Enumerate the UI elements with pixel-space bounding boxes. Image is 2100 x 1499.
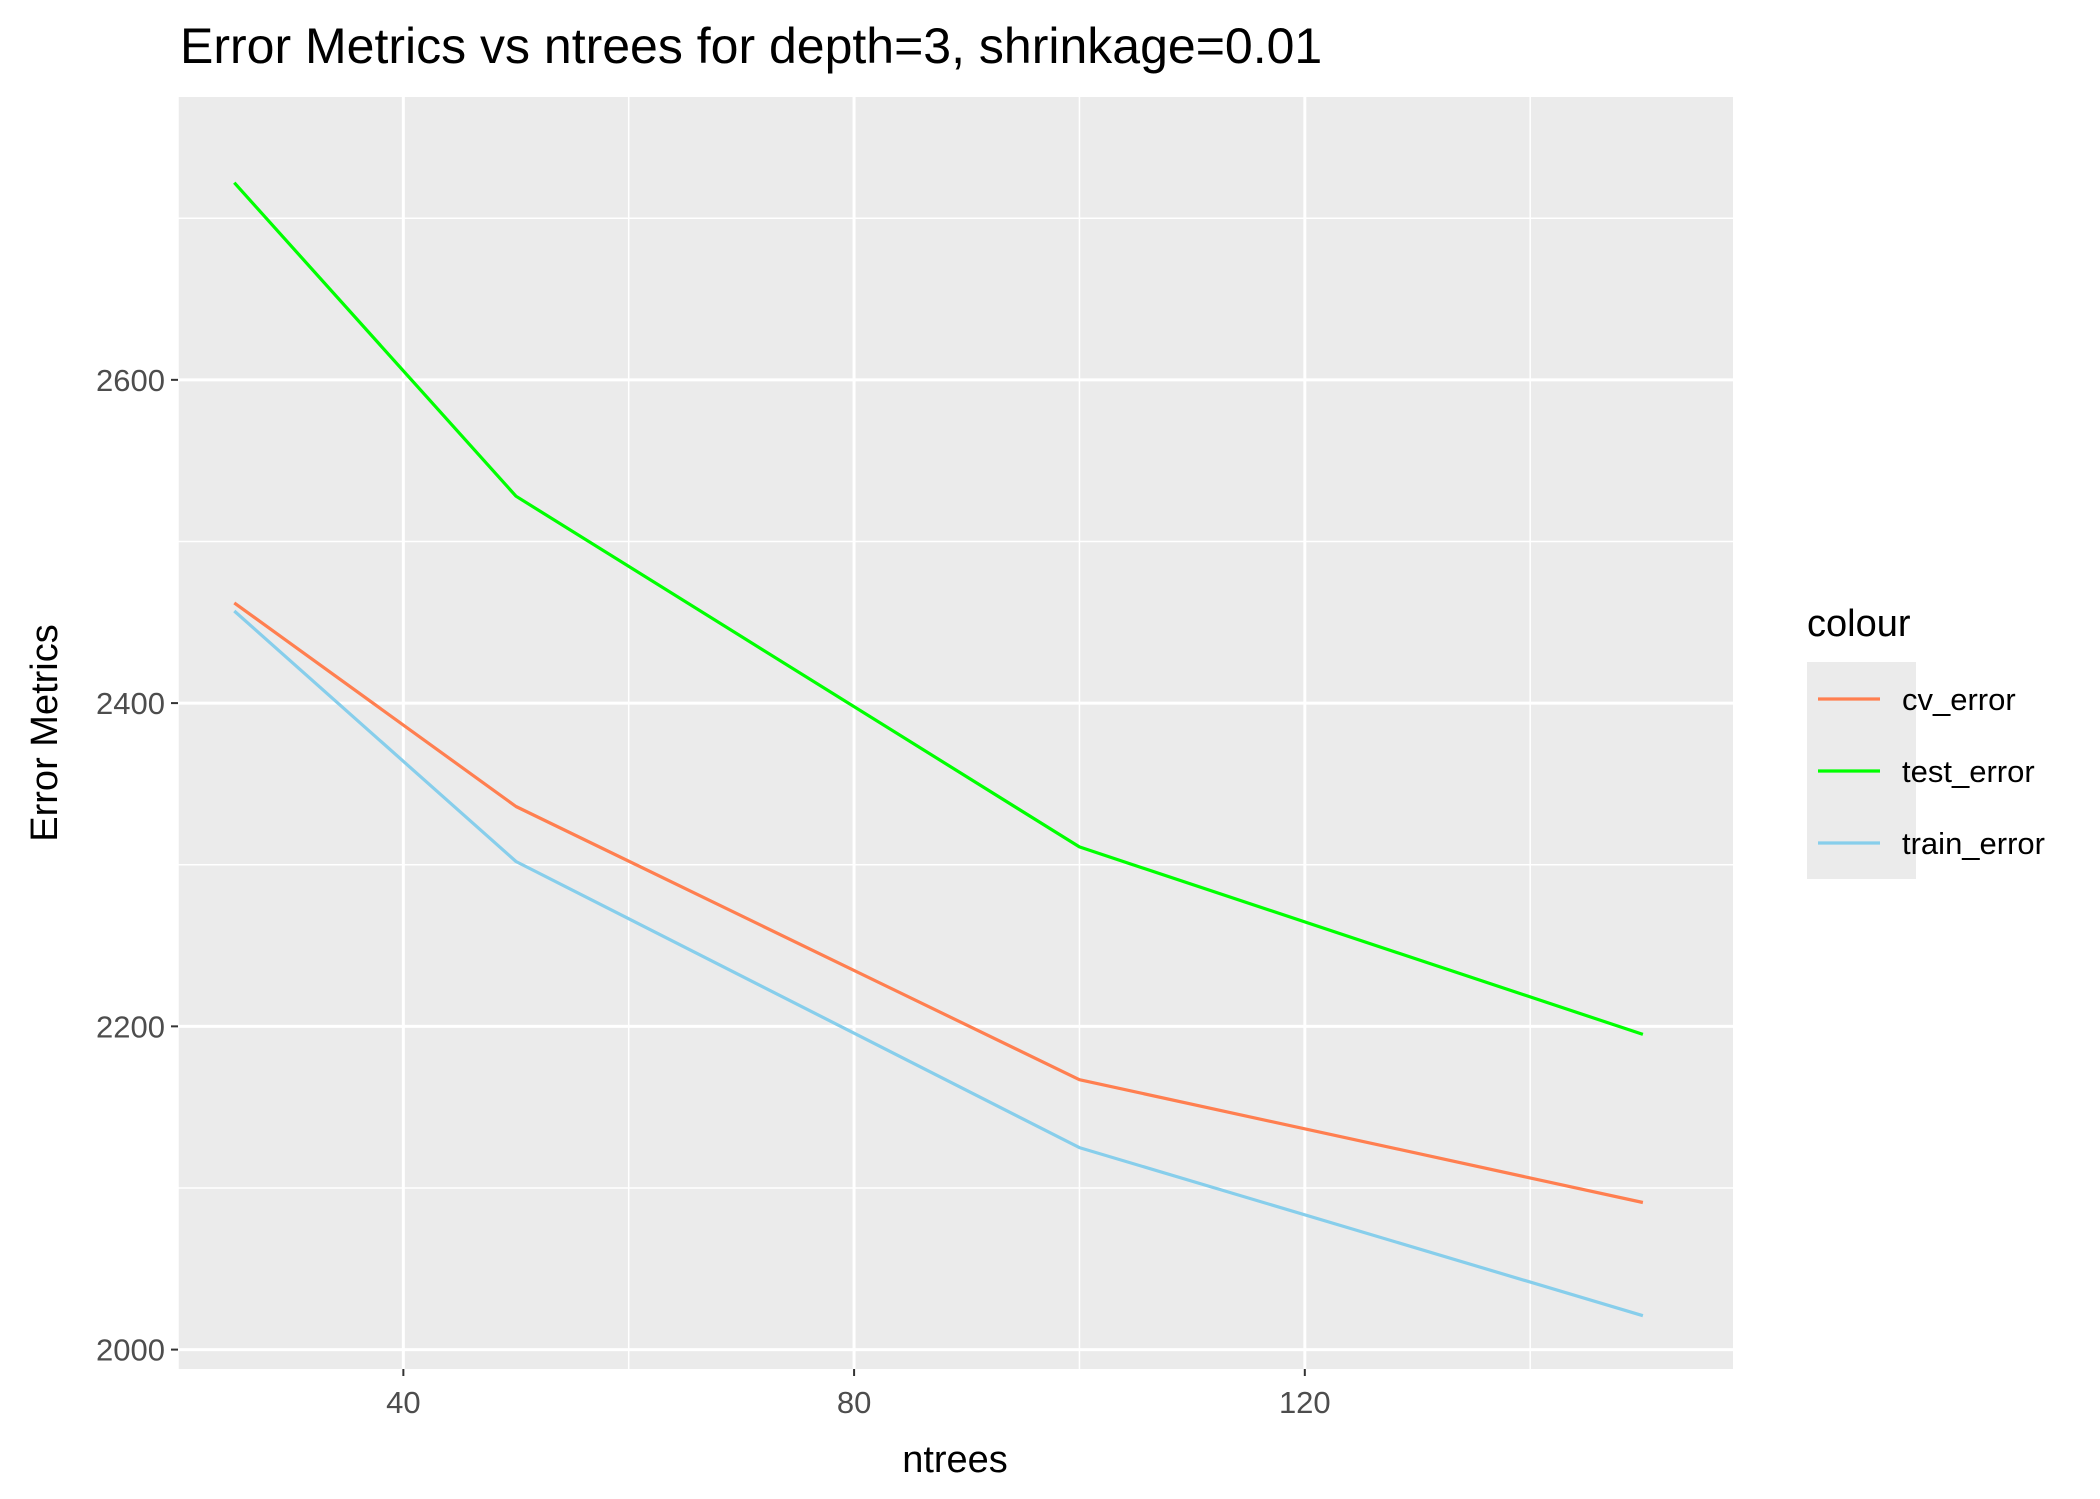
legend-label-train-error: train_error (1902, 826, 2045, 861)
legend-label-test-error: test_error (1902, 754, 2035, 789)
legend: colour cv_error test_error train_error (1807, 603, 2045, 879)
x-tick-label: 40 (386, 1385, 420, 1420)
chart-title: Error Metrics vs ntrees for depth=3, shr… (180, 18, 1322, 74)
minor-gridlines (177, 97, 1733, 1369)
major-gridlines (178, 97, 1733, 1369)
y-tick-label: 2600 (96, 363, 165, 398)
series-line-test-error (233, 181, 1644, 1036)
y-tick-label: 2000 (96, 1333, 165, 1368)
y-axis-title: Error Metrics (24, 624, 66, 841)
series-lines (233, 181, 1644, 1318)
x-tick-label: 120 (1279, 1385, 1331, 1420)
y-tick-label: 2200 (96, 1009, 165, 1044)
series-line-cv-error (233, 601, 1644, 1205)
x-axis-ticks: 40 80 120 (386, 1369, 1331, 1420)
legend-title: colour (1807, 603, 1911, 645)
legend-label-cv-error: cv_error (1902, 682, 2016, 717)
plot-panel (178, 97, 1733, 1369)
y-axis-ticks: 2000 2200 2400 2600 (96, 363, 178, 1368)
x-axis-title: ntrees (902, 1439, 1008, 1481)
y-tick-label: 2400 (96, 686, 165, 721)
series-line-train-error (233, 609, 1644, 1318)
x-tick-label: 80 (837, 1385, 871, 1420)
